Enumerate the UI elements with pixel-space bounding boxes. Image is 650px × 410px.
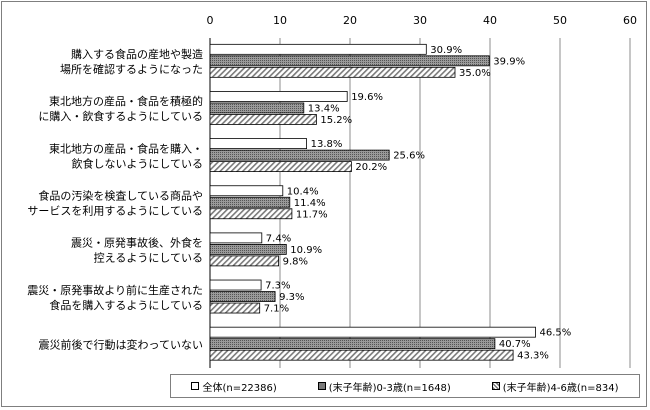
data-label-cat1-series0: 19.6%: [351, 92, 383, 103]
bar-cat1-series0: [209, 91, 348, 102]
data-label-cat6-series0: 46.5%: [540, 328, 572, 339]
bar-cat0-series0: [209, 43, 427, 55]
legend-item-age-0-3: (末子年齢)0-3歳(n=1648): [317, 379, 451, 394]
data-label-cat5-series1: 9.3%: [279, 292, 304, 303]
category-label-5: 震災・原発事故より前に生産された食品を購入するようにしている: [27, 283, 203, 312]
data-label-cat3-series1: 11.4%: [294, 198, 326, 209]
data-label-cat1-series1: 13.4%: [308, 103, 340, 114]
data-label-cat0-series1: 39.9%: [493, 56, 525, 67]
x-tick-label-20: 20: [343, 14, 357, 27]
bar-cat3-series0: [209, 185, 284, 197]
data-label-cat3-series0: 10.4%: [287, 186, 319, 197]
bar-cat2-series1: [209, 149, 390, 161]
bar-cat0-series1: [209, 55, 490, 67]
bar-cat4-series1: [209, 243, 287, 255]
bar-cat1-series2: [209, 114, 317, 125]
category-label-3: 食品の汚染を検査している商品やサービスを利用するようにしている: [27, 189, 203, 218]
data-label-cat0-series2: 35.0%: [459, 68, 491, 79]
bar-cat6-series0: [209, 326, 536, 338]
data-label-cat5-series2: 7.1%: [264, 304, 289, 315]
bar-cat5-series1: [209, 291, 276, 302]
category-label-1: 東北地方の産品・食品を積極的に購入・飲食するようにしている: [38, 94, 203, 123]
x-tick-label-30: 30: [413, 14, 427, 27]
data-label-cat5-series0: 7.3%: [265, 281, 290, 292]
bar-cat0-series2: [209, 66, 456, 78]
data-label-cat2-series1: 25.6%: [393, 151, 425, 162]
bar-cat2-series2: [209, 161, 352, 173]
legend-item-all: 全体(n=22386): [191, 379, 277, 394]
bar-cat2-series0: [209, 138, 307, 150]
bar-cat3-series2: [209, 208, 293, 220]
legend: 全体(n=22386) (末子年齢)0-3歳(n=1648) (末子年齢)4-6…: [170, 374, 640, 398]
legend-label-age-0-3: (末子年齢)0-3歳(n=1648): [328, 382, 451, 394]
legend-swatch-age-0-3: [317, 382, 326, 390]
category-label-0: 購入する食品の産地や製造場所を確認するようになった: [60, 47, 203, 76]
data-label-cat0-series0: 30.9%: [430, 45, 462, 56]
bar-cat5-series2: [209, 302, 261, 314]
category-label-6: 震災前後で行動は変わっていない: [39, 337, 203, 351]
legend-item-age-4-6: (末子年齢)4-6歳(n=834): [491, 379, 619, 394]
bar-cat6-series1: [209, 338, 496, 350]
data-label-cat1-series2: 15.2%: [320, 115, 352, 126]
x-tick-label-40: 40: [483, 14, 497, 27]
data-label-cat4-series0: 7.4%: [266, 233, 291, 244]
data-label-cat6-series1: 40.7%: [499, 339, 531, 350]
data-label-cat4-series1: 10.9%: [290, 245, 322, 256]
data-label-cat3-series2: 11.7%: [296, 209, 328, 220]
bar-cat3-series1: [209, 196, 291, 208]
data-label-cat6-series2: 43.3%: [517, 351, 549, 362]
category-label-2: 東北地方の産品・食品を購入・飲食しないようにしている: [49, 141, 203, 170]
legend-swatch-age-4-6: [491, 382, 500, 390]
legend-label-all: 全体(n=22386): [202, 382, 277, 394]
x-tick-label-0: 0: [207, 14, 214, 27]
x-tick-label-10: 10: [273, 14, 287, 27]
bar-cat5-series0: [209, 279, 262, 291]
legend-label-age-4-6: (末子年齢)4-6歳(n=834): [502, 382, 619, 394]
data-label-cat2-series0: 13.8%: [311, 139, 343, 150]
data-label-cat2-series2: 20.2%: [355, 162, 387, 173]
bar-cat4-series2: [209, 255, 279, 267]
bar-cat6-series2: [209, 349, 514, 361]
legend-swatch-all: [191, 382, 200, 390]
x-tick-label-60: 60: [623, 14, 637, 27]
bar-cat1-series1: [209, 102, 305, 114]
x-tick-label-50: 50: [553, 14, 567, 27]
category-label-4: 震災・原発事故後、外食を控えるようにしている: [71, 236, 203, 265]
bar-cat4-series0: [209, 232, 263, 244]
data-label-cat4-series2: 9.8%: [283, 256, 308, 267]
